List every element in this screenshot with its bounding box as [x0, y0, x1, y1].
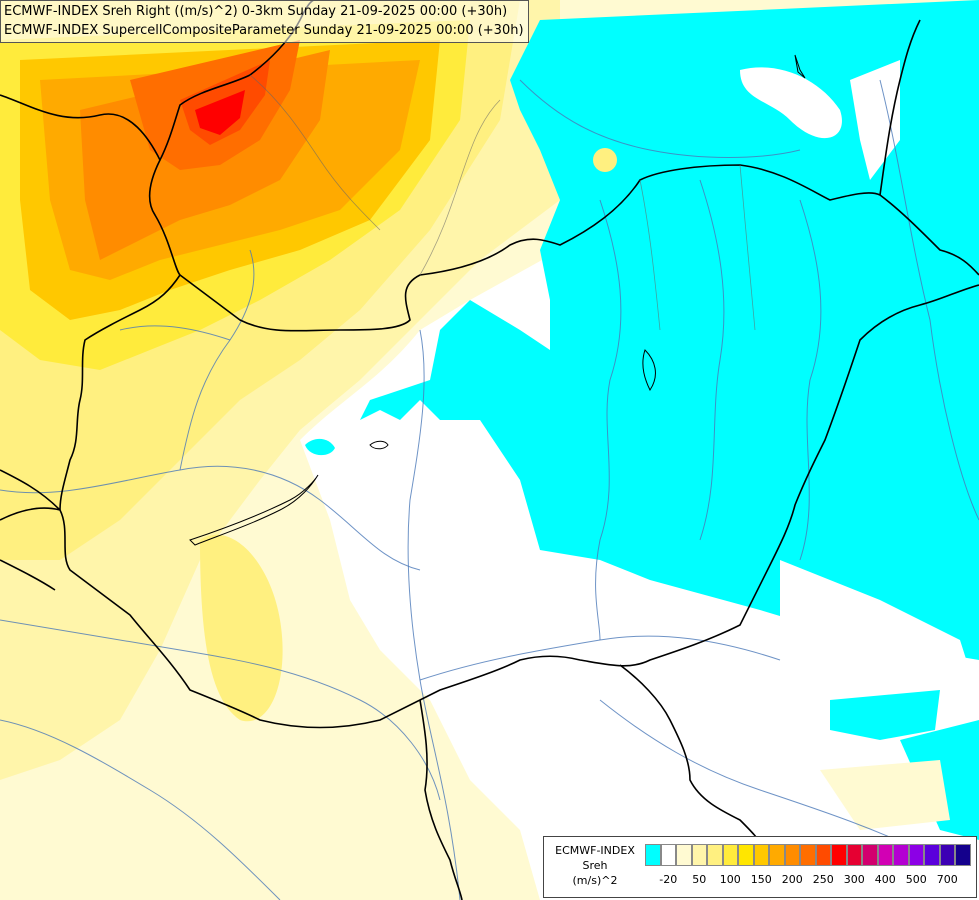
- lake-small-3: [794, 54, 806, 79]
- legend-title: ECMWF-INDEX Sreh (m/s)^2: [547, 843, 643, 888]
- region-borders: [249, 74, 756, 331]
- sreh-field-yellow-spot: [593, 148, 617, 172]
- legend-swatch: [815, 844, 831, 866]
- legend-swatch: [846, 844, 862, 866]
- legend-swatch: [676, 844, 692, 866]
- legend-swatch: [660, 844, 676, 866]
- legend-swatch: [645, 844, 661, 866]
- rivers: [0, 79, 979, 900]
- sreh-field-cyan-se: [830, 690, 940, 740]
- sreh-field-cyan: [360, 0, 979, 660]
- legend-unit: (m/s)^2: [572, 874, 618, 887]
- legend-swatch: [691, 844, 707, 866]
- color-legend: ECMWF-INDEX Sreh (m/s)^2 -20 50 100 150 200 2…: [543, 836, 977, 898]
- sreh-field-cyan-west: [305, 438, 335, 456]
- sreh-field-red-core: [195, 90, 245, 135]
- sreh-field-yellow-south: [200, 534, 283, 722]
- legend-swatch: [877, 844, 893, 866]
- legend-swatch: [893, 844, 909, 866]
- legend-tick-label: 500: [905, 873, 927, 886]
- legend-tick-label: 700: [936, 873, 958, 886]
- legend-swatch: [924, 844, 940, 866]
- legend-swatch: [753, 844, 769, 866]
- legend-tick-label: 200: [781, 873, 803, 886]
- map-title-box: ECMWF-INDEX Sreh Right ((m/s)^2) 0-3km S…: [0, 0, 529, 43]
- sreh-field-pale-se: [820, 760, 950, 830]
- legend-tick-label: 50: [692, 873, 707, 886]
- legend-swatch: [939, 844, 955, 866]
- sreh-field-cyan-hole-1: [740, 67, 842, 139]
- legend-swatches: [645, 844, 971, 866]
- lake-small-1: [369, 440, 389, 450]
- legend-tick-label: 400: [874, 873, 896, 886]
- legend-swatch: [738, 844, 754, 866]
- sreh-field-cyan-hole-2: [850, 60, 900, 180]
- map-title-line-2: ECMWF-INDEX SupercellCompositeParameter …: [4, 23, 524, 38]
- legend-swatch: [800, 844, 816, 866]
- legend-tick-label: 100: [719, 873, 741, 886]
- legend-swatch: [908, 844, 924, 866]
- map-title-line-1: ECMWF-INDEX Sreh Right ((m/s)^2) 0-3km S…: [4, 4, 508, 19]
- legend-swatch: [707, 844, 723, 866]
- lake-small-2: [642, 349, 656, 391]
- legend-tick-label: 150: [750, 873, 772, 886]
- legend-field: Sreh: [582, 859, 608, 872]
- legend-swatch: [784, 844, 800, 866]
- legend-swatch: [862, 844, 878, 866]
- legend-swatch: [722, 844, 738, 866]
- legend-model: ECMWF-INDEX: [555, 844, 635, 857]
- legend-tick-label: 250: [812, 873, 834, 886]
- legend-tick-label: 300: [843, 873, 865, 886]
- legend-tick-label: -20: [659, 873, 678, 886]
- legend-tick-labels: -20 50 100 150 200 250 300 400 500 700: [645, 873, 975, 889]
- legend-swatch: [769, 844, 785, 866]
- lake-balaton: [189, 474, 319, 546]
- legend-swatch: [955, 844, 971, 866]
- legend-swatch: [831, 844, 847, 866]
